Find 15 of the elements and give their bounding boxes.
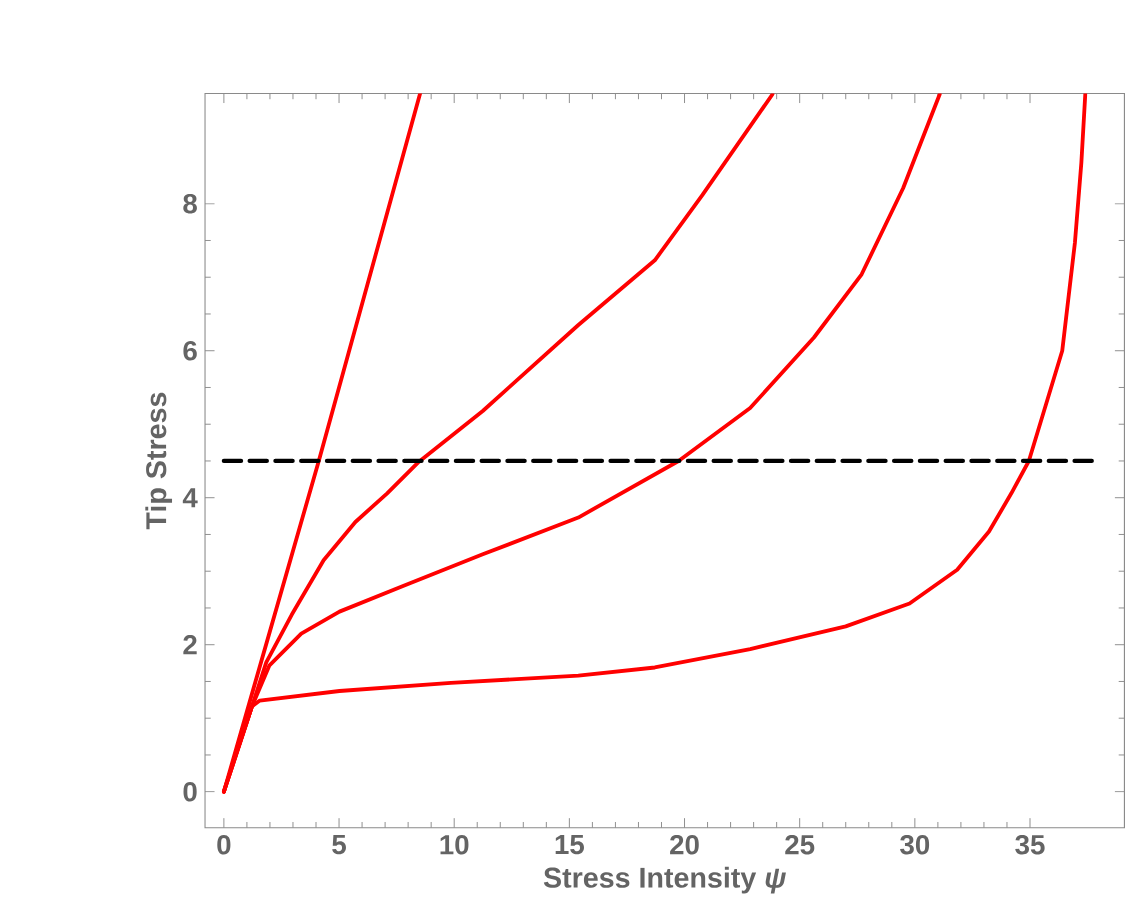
y-tick-label: 2	[183, 635, 197, 655]
y-tick-label: 8	[183, 194, 197, 214]
x-tick-label: 15	[555, 835, 584, 855]
x-tick-label: 0	[217, 835, 231, 855]
y-tick-label: 0	[183, 782, 197, 802]
x-tick-label: 20	[670, 835, 699, 855]
x-tick-label: 30	[900, 835, 930, 855]
x-tick-label: 25	[785, 835, 815, 855]
x-tick-label: 5	[332, 835, 346, 855]
x-tick-label: 10	[440, 835, 469, 855]
y-axis-title: Tip Stress	[145, 392, 173, 530]
x-axis-title: Stress Intensity ψ	[543, 866, 786, 894]
y-tick-label: 4	[182, 488, 198, 508]
y-tick-label: 6	[183, 341, 197, 361]
x-tick-label: 35	[1015, 835, 1045, 855]
